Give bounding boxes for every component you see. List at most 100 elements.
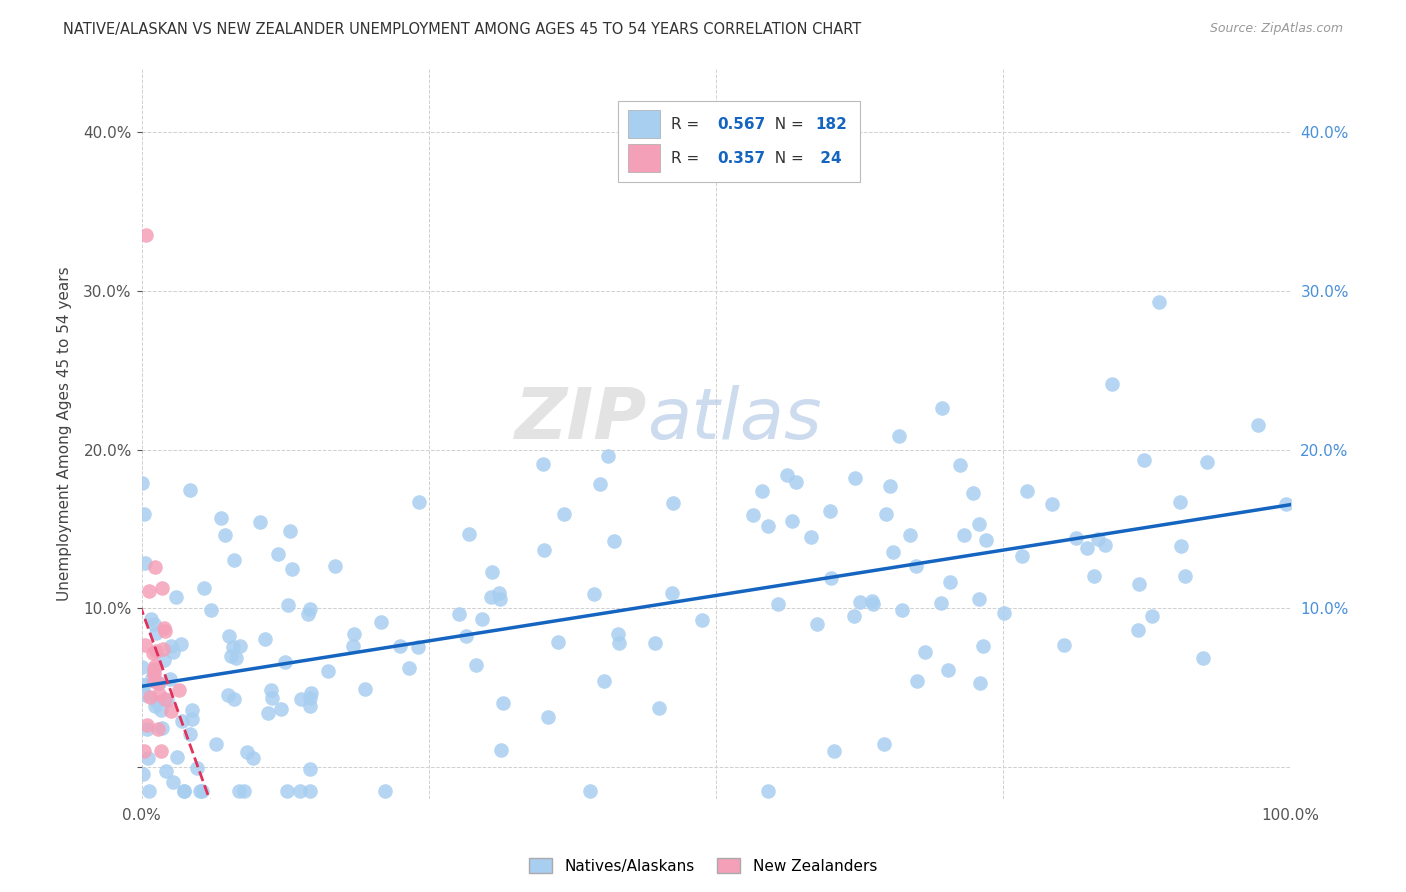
Point — [898, 527, 921, 541]
Point — [242, 751, 264, 765]
Point — [228, 784, 250, 798]
Point — [249, 516, 271, 530]
Point — [143, 616, 166, 631]
Point — [299, 783, 322, 797]
Point — [143, 659, 166, 673]
Point — [229, 640, 252, 654]
Point — [806, 617, 828, 632]
Point — [952, 528, 974, 542]
Point — [149, 703, 172, 717]
Point — [290, 692, 312, 706]
Point — [167, 682, 190, 697]
Point — [607, 627, 630, 641]
Point — [596, 449, 619, 463]
Point — [141, 671, 163, 685]
Point — [134, 688, 156, 702]
Point — [1275, 497, 1298, 511]
Point — [758, 784, 780, 798]
Point — [1147, 294, 1170, 309]
Point — [301, 686, 323, 700]
Point — [173, 784, 195, 798]
Point — [135, 228, 157, 243]
Point — [481, 565, 503, 579]
Point — [214, 528, 236, 542]
Point — [967, 517, 990, 532]
Point — [149, 744, 172, 758]
Point — [993, 606, 1015, 620]
Point — [224, 691, 246, 706]
Point — [844, 609, 866, 624]
Point — [1015, 484, 1038, 499]
Point — [1128, 624, 1150, 638]
Point — [661, 586, 683, 600]
Point — [873, 737, 896, 751]
Point — [890, 603, 912, 617]
Point — [134, 677, 156, 691]
Point — [887, 429, 910, 443]
Point — [882, 545, 904, 559]
Point — [1247, 418, 1270, 433]
Text: atlas: atlas — [647, 384, 821, 453]
Point — [200, 602, 222, 616]
Point — [143, 559, 166, 574]
Point — [489, 592, 512, 607]
Text: 0.567: 0.567 — [717, 117, 765, 131]
Point — [862, 597, 884, 611]
Point — [607, 635, 630, 649]
Point — [492, 697, 515, 711]
Point — [914, 645, 936, 659]
Point — [148, 722, 170, 736]
FancyBboxPatch shape — [627, 110, 659, 138]
Text: N =: N = — [765, 117, 808, 131]
Point — [1174, 569, 1197, 583]
Point — [270, 702, 292, 716]
Point — [875, 507, 897, 521]
Point — [142, 667, 165, 681]
Point — [298, 602, 321, 616]
Point — [221, 648, 243, 663]
Point — [533, 542, 555, 557]
Point — [150, 581, 173, 595]
Text: NATIVE/ALASKAN VS NEW ZEALANDER UNEMPLOYMENT AMONG AGES 45 TO 54 YEARS CORRELATI: NATIVE/ALASKAN VS NEW ZEALANDER UNEMPLOY… — [63, 22, 862, 37]
Text: Source: ZipAtlas.com: Source: ZipAtlas.com — [1209, 22, 1343, 36]
Point — [1101, 377, 1123, 392]
Point — [1128, 577, 1150, 591]
Point — [138, 784, 160, 798]
Point — [235, 745, 257, 759]
Point — [823, 744, 845, 758]
Point — [153, 652, 176, 666]
Point — [190, 784, 212, 798]
Point — [470, 612, 492, 626]
Point — [153, 692, 176, 706]
Point — [776, 467, 799, 482]
Point — [479, 591, 502, 605]
Point — [224, 553, 246, 567]
Point — [374, 784, 396, 798]
Legend: Natives/Alaskans, New Zealanders: Natives/Alaskans, New Zealanders — [523, 852, 883, 880]
Point — [131, 678, 153, 692]
Point — [145, 626, 167, 640]
Point — [131, 476, 153, 491]
Point — [1133, 452, 1156, 467]
Text: N =: N = — [765, 151, 808, 166]
Point — [662, 496, 685, 510]
Point — [290, 784, 312, 798]
Point — [155, 624, 177, 638]
Point — [449, 607, 471, 621]
Point — [162, 645, 184, 659]
Point — [218, 630, 240, 644]
Point — [148, 676, 170, 690]
Point — [458, 527, 481, 541]
Point — [281, 562, 304, 576]
Point — [143, 663, 166, 677]
Point — [188, 784, 211, 798]
Point — [135, 718, 157, 732]
Point — [141, 612, 163, 626]
Point — [217, 689, 239, 703]
Point — [531, 457, 554, 471]
Text: ZIP: ZIP — [515, 384, 647, 453]
Point — [537, 710, 560, 724]
Point — [785, 475, 807, 489]
Point — [949, 458, 972, 472]
Point — [138, 751, 160, 765]
